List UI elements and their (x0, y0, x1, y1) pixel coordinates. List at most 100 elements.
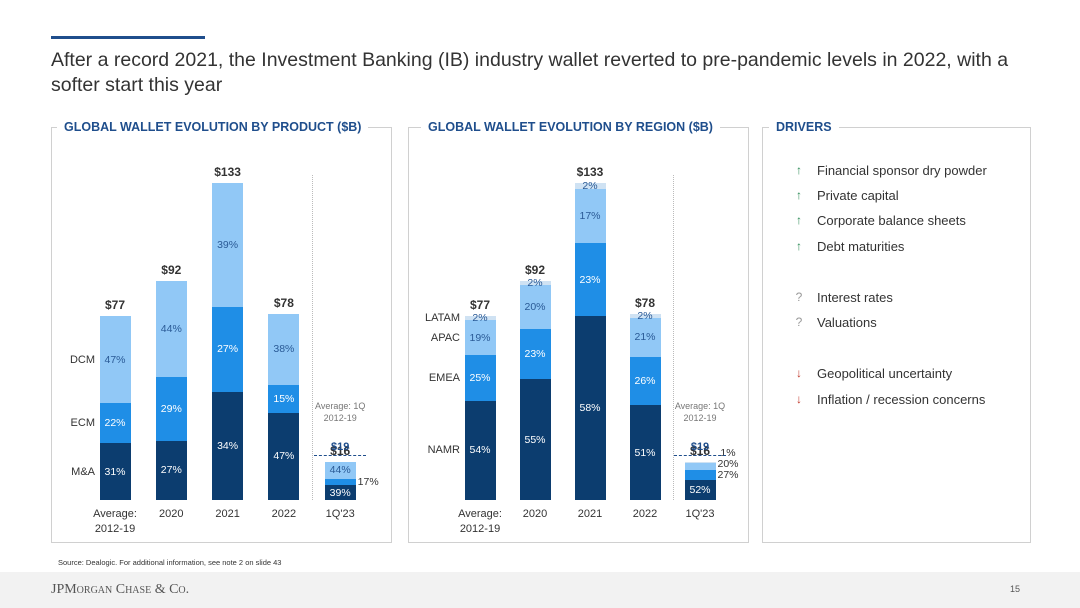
driver-text: Valuations (817, 315, 877, 330)
value-label: 22% (104, 416, 126, 429)
bar-segment (212, 183, 244, 307)
bar-segment (155, 440, 187, 500)
value-label: 2% (582, 180, 598, 193)
value-label: 20% (524, 301, 546, 314)
divider (312, 175, 314, 500)
value-label: 20% (717, 458, 739, 471)
total-label: $16 (330, 443, 351, 458)
bar-segment (324, 485, 356, 500)
total-label: $133 (214, 165, 241, 179)
value-label: 25% (469, 371, 491, 384)
bar-segment (629, 405, 661, 500)
value-label: 39% (217, 238, 239, 251)
value-label: 54% (469, 444, 491, 457)
bar-segment (574, 316, 606, 500)
driver-text: Corporate balance sheets (817, 213, 966, 228)
bar-segment (684, 462, 716, 470)
x-tick-label: 2021 (577, 508, 603, 520)
value-label: 31% (104, 465, 126, 478)
driver-text: Private capital (817, 188, 899, 203)
bar-segment (155, 377, 187, 441)
x-tick-label: Average: 2012-19 (93, 508, 137, 535)
benchmark-value: $19 (690, 440, 710, 453)
chart-panel: GLOBAL WALLET EVOLUTION BY PRODUCT ($B) (51, 120, 392, 543)
driver-icon: ↑ (796, 213, 802, 227)
bar-segment (268, 412, 300, 500)
value-label: 27% (217, 343, 239, 356)
bar-segment (684, 469, 716, 481)
divider (672, 175, 674, 500)
legend-label: ECM (70, 416, 95, 429)
value-label: 15% (273, 392, 295, 405)
value-label: 2% (527, 276, 543, 289)
value-label: 52% (689, 484, 711, 497)
driver-text: Financial sponsor dry powder (817, 163, 987, 178)
driver-text: Geopolitical uncertainty (817, 366, 953, 381)
bar-segment (519, 328, 551, 380)
value-label: 17% (357, 475, 379, 488)
driver-icon: ↓ (796, 392, 802, 406)
legend-label: LATAM (424, 312, 460, 325)
x-tick-label: 2021 (215, 508, 240, 520)
benchmark-value: $19 (331, 440, 350, 453)
bar-segment (629, 317, 661, 357)
total-label: $92 (161, 262, 182, 277)
bar-segment (212, 306, 244, 393)
source-note: Source: Dealogic. For additional informa… (58, 558, 282, 567)
legend-label: EMEA (428, 371, 460, 384)
x-tick-label: Average: 2012-19 (458, 508, 502, 535)
bar-segment (574, 189, 606, 244)
x-tick-label: 1Q'23 (685, 508, 715, 520)
bar-segment (574, 243, 606, 317)
value-label: 21% (634, 331, 656, 344)
bar-segment (519, 285, 551, 329)
value-label: 23% (579, 273, 601, 286)
bar-segment (324, 478, 356, 486)
legend-label: M&A (71, 465, 95, 478)
benchmark-line (314, 454, 367, 456)
legend-label: NAMR (427, 444, 460, 457)
slide-title: After a record 2021, the Investment Bank… (51, 49, 1009, 96)
x-tick-label: 2020 (522, 508, 548, 520)
drivers-title: DRIVERS (769, 120, 839, 134)
total-label: $92 (524, 262, 546, 277)
bar-segment (629, 314, 661, 318)
chart-title: GLOBAL WALLET EVOLUTION BY PRODUCT ($B) (57, 120, 369, 134)
value-label: 29% (160, 402, 182, 415)
value-label: 1% (720, 447, 736, 460)
benchmark-label: Average: 1Q 2012-19 (315, 400, 366, 423)
driver-icon: ↑ (796, 239, 802, 253)
total-label: $77 (104, 298, 126, 313)
benchmark-line (674, 454, 726, 456)
total-label: $133 (576, 165, 604, 179)
value-label: 47% (104, 353, 126, 366)
bar-segment (629, 356, 661, 406)
driver-text: Debt maturities (817, 239, 905, 254)
value-label: 26% (634, 375, 656, 388)
bar-segment (684, 480, 716, 500)
value-label: 27% (717, 469, 739, 482)
x-tick-label: 2022 (271, 508, 297, 520)
driver-icon: ? (795, 290, 803, 304)
value-label: 51% (634, 446, 656, 459)
x-tick-label: 2022 (632, 508, 658, 520)
bar-segment (268, 314, 300, 385)
bar-segment (519, 280, 551, 286)
x-tick-label: 1Q'23 (325, 508, 355, 520)
drivers-panel: DRIVERS (762, 120, 1031, 543)
bar-segment (155, 280, 187, 378)
driver-icon: ↑ (796, 188, 802, 202)
legend-label: DCM (69, 353, 95, 366)
bar-segment (99, 402, 131, 444)
driver-icon: ? (795, 315, 803, 329)
value-label: 2% (472, 312, 488, 325)
driver-text: Inflation / recession concerns (817, 392, 986, 407)
bar-segment (464, 400, 496, 500)
total-label: $78 (634, 296, 656, 311)
driver-icon: ↓ (796, 366, 802, 380)
total-label: $78 (273, 296, 294, 311)
value-label: 2% (637, 309, 653, 322)
value-label: 55% (524, 433, 546, 446)
value-label: 34% (217, 440, 239, 453)
